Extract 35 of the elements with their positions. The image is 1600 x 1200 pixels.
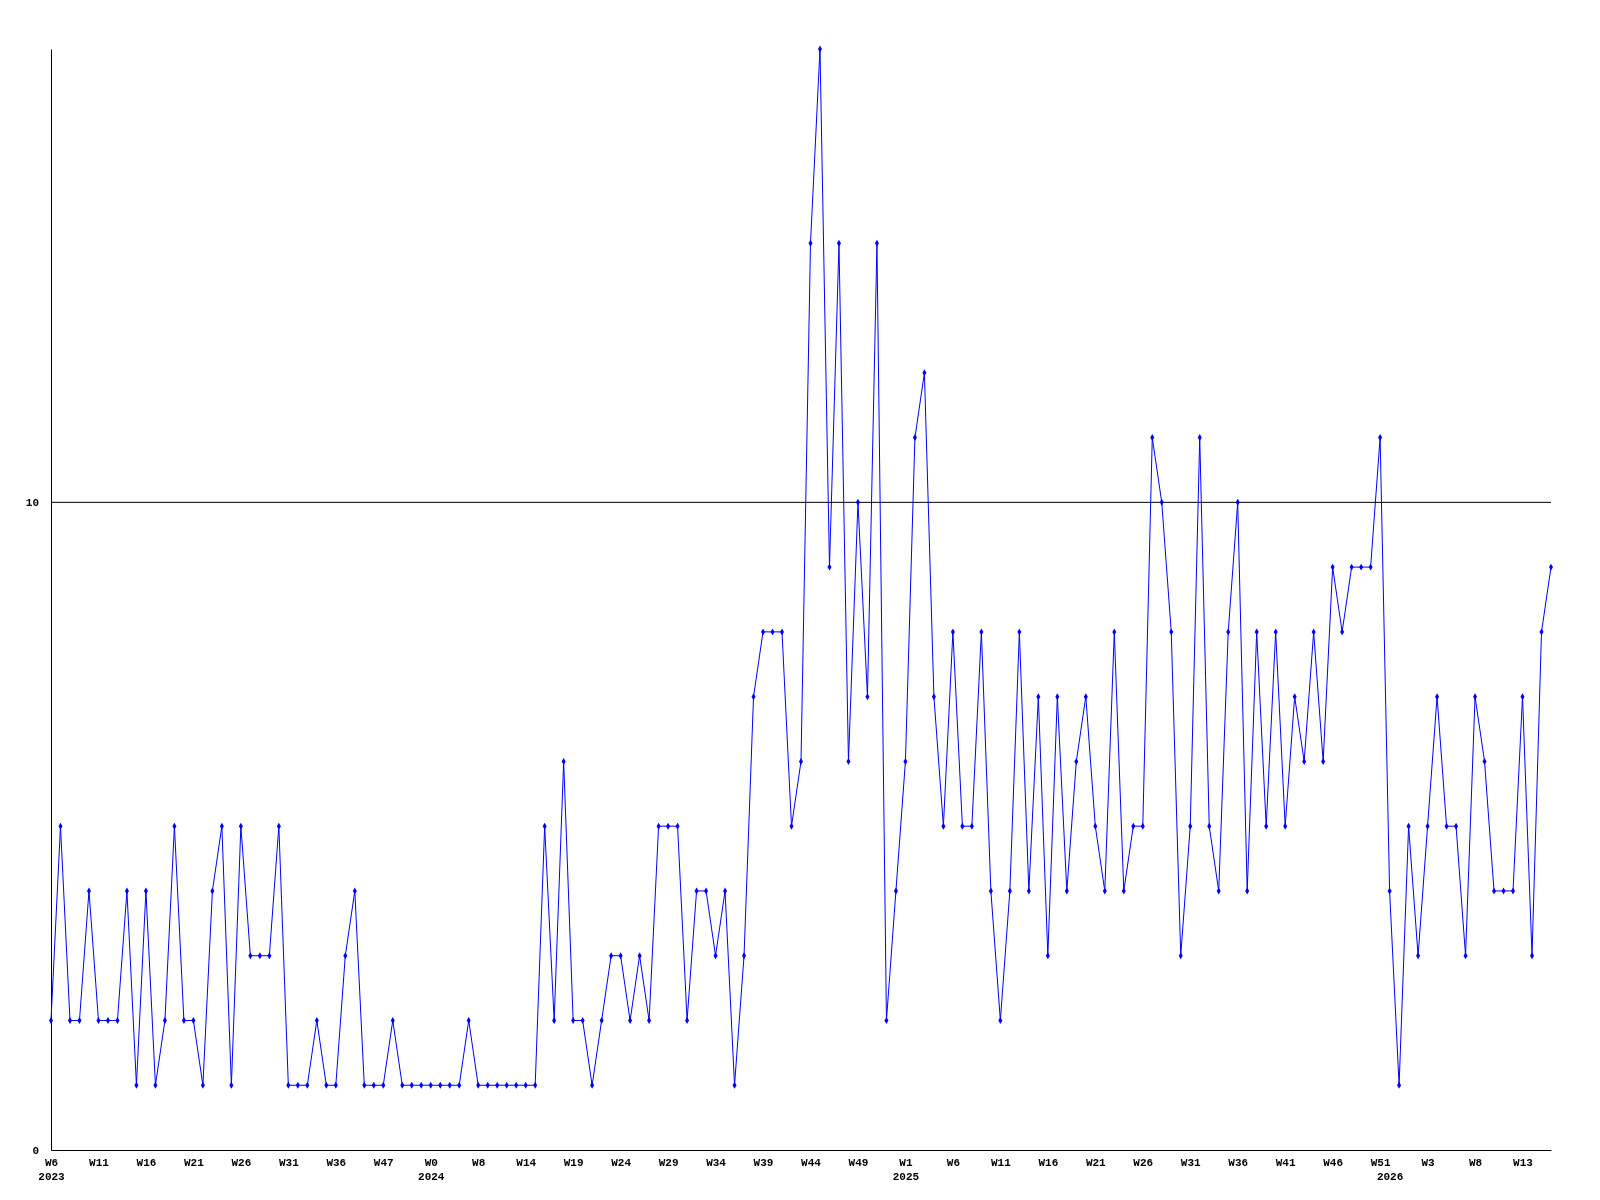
x-tick-label: W34	[706, 1156, 727, 1169]
x-tick-label: W39	[753, 1156, 774, 1169]
x-tick-label: W13	[1513, 1156, 1534, 1169]
x-tick-label: W3	[1421, 1156, 1436, 1169]
x-tick-label: W46	[1323, 1156, 1344, 1169]
x-tick-label: W8	[1468, 1156, 1483, 1169]
x-tick-label: W19	[563, 1156, 584, 1169]
x-tick-label: W29	[658, 1156, 679, 1169]
x-tick-label: W26	[231, 1156, 252, 1169]
x-tick-label: W31	[278, 1156, 300, 1169]
x-tick-label: W24	[611, 1156, 632, 1169]
x-tick-label: W36	[326, 1156, 347, 1169]
x-tick-label: W6	[946, 1156, 960, 1169]
x-tick-label: W26	[1133, 1156, 1154, 1169]
x-tick-label: W16	[136, 1156, 157, 1169]
x-tick-label: W14	[516, 1156, 537, 1169]
x-tick-label: W6 2023	[38, 1156, 66, 1183]
x-tick-label: W21	[184, 1156, 205, 1169]
x-tick-label: W44	[801, 1156, 822, 1169]
x-tick-label: W11	[990, 1156, 1012, 1169]
x-tick-label: W49	[848, 1156, 869, 1169]
x-tick-label: W47	[373, 1156, 394, 1169]
x-tick-label: W8	[472, 1156, 486, 1169]
y-tick-label: 0	[32, 1145, 39, 1158]
x-tick-label: W41	[1275, 1156, 1296, 1169]
x-tick-label: W0 2024	[418, 1156, 445, 1183]
x-tick-label: W21	[1085, 1156, 1107, 1169]
x-tick-label: W16	[1038, 1156, 1059, 1169]
x-tick-label: W1 2025	[892, 1156, 920, 1183]
y-tick-label: 10	[25, 497, 39, 510]
x-tick-label: 2026	[1376, 1170, 1404, 1183]
x-tick-label: W31	[1180, 1156, 1202, 1169]
x-tick-label: W36	[1228, 1156, 1249, 1169]
x-tick-label: W11	[89, 1156, 110, 1169]
x-tick-label: W51	[1370, 1156, 1391, 1169]
